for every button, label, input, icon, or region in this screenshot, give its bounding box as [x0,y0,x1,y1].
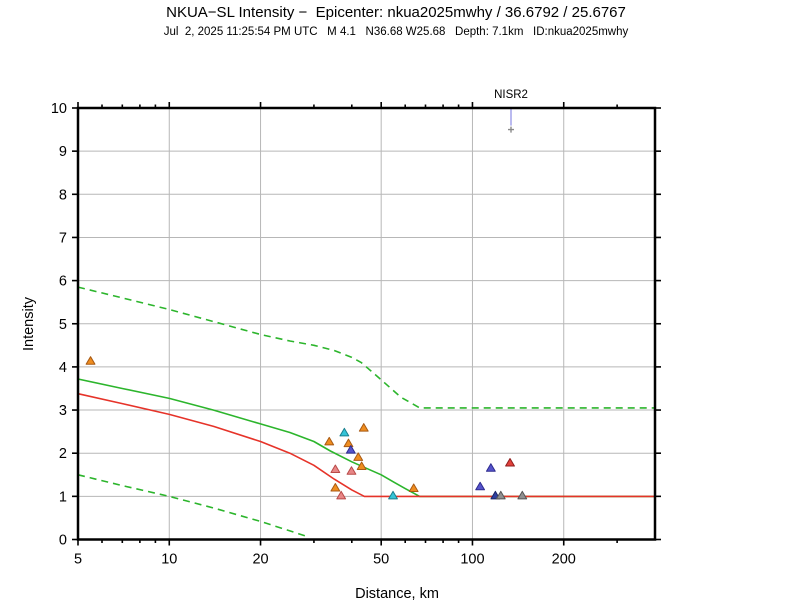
station-data-point [356,461,367,470]
station-data-point [495,490,506,500]
station-data-point [330,483,341,492]
station-data-point [358,423,369,432]
y-axis-tick-label: 4 [59,360,67,376]
station-data-point [475,481,486,491]
station-data-point [505,458,515,467]
y-axis-tick-label: 8 [59,187,67,203]
station-data-point [339,427,350,437]
station-data-point [345,445,356,454]
station-data-point [346,466,357,475]
y-axis-tick-label: 7 [59,230,67,246]
x-axis-tick-label: 20 [252,552,268,568]
x-axis-label: Distance, km [355,586,439,602]
station-annotation-label: NISR2 [494,89,528,101]
station-data-point [324,436,335,446]
station-data-point [353,452,364,461]
x-axis-tick-label: 5 [74,552,82,568]
station-data-point [485,463,496,472]
lower-bound-curve [77,474,310,539]
station-data-point [85,356,96,365]
y-axis-tick-label: 6 [59,274,67,290]
station-data-point [330,464,341,473]
y-axis-tick-label: 10 [51,101,67,117]
x-axis-tick-label: 200 [552,552,576,568]
upper-bound-curve [77,286,655,409]
plot-subtitle: Jul 2, 2025 11:25:54 PM UTC M 4.1 N36.68… [163,26,629,38]
x-axis-tick-label: 100 [460,552,484,568]
y-axis-tick-label: 3 [59,403,67,419]
mean-intensity-curve [77,378,655,498]
station-annotation-marker [507,126,514,133]
y-axis-tick-label: 9 [59,144,67,160]
plot-title: NKUA−SL Intensity − Epicenter: nkua2025m… [166,4,626,21]
station-data-point [343,438,354,448]
y-axis-tick-label: 1 [59,489,67,505]
y-axis-label: Intensity [21,297,37,351]
y-axis-tick-label: 0 [59,533,67,549]
station-data-point [408,483,419,492]
x-axis-tick-label: 50 [373,552,389,568]
y-axis-tick-label: 5 [59,317,67,333]
station-data-point [336,490,347,500]
alternate-mean-curve [77,392,655,498]
station-data-point [388,490,398,500]
x-axis-tick-label: 10 [161,552,177,568]
station-data-point [517,490,528,500]
y-axis-tick-label: 2 [59,446,67,462]
